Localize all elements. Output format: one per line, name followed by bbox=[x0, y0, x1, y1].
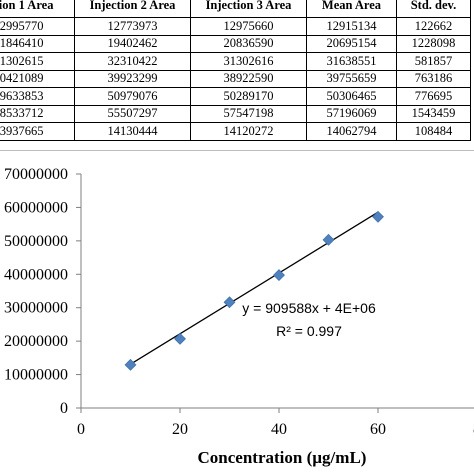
table-header-cell: Std. dev. bbox=[396, 0, 471, 18]
table-cell: 19402462 bbox=[74, 34, 191, 53]
y-tick-label: 60000000 bbox=[4, 199, 68, 216]
table-cell: 12915134 bbox=[306, 17, 397, 36]
x-tick-label: 20 bbox=[172, 421, 188, 438]
data-point-diamond bbox=[372, 210, 384, 223]
y-tick-label: 70000000 bbox=[4, 166, 68, 183]
r-squared-label: R² = 0.997 bbox=[276, 323, 342, 339]
table-cell: 13937665 bbox=[0, 122, 75, 141]
y-tick-label: 30000000 bbox=[4, 300, 68, 317]
table-cell: 49633853 bbox=[0, 87, 75, 106]
table-cell: 39923299 bbox=[74, 69, 191, 88]
trendline bbox=[130, 211, 379, 365]
x-tick-label: 60 bbox=[370, 421, 386, 438]
y-tick-label: 10000000 bbox=[4, 367, 68, 384]
x-axis-tick-labels: 02040608 bbox=[77, 421, 474, 438]
x-axis-title: Concentration (µg/mL) bbox=[198, 448, 367, 467]
x-tick-label: 40 bbox=[271, 421, 287, 438]
data-point-diamond bbox=[174, 332, 186, 345]
table-row: 40421089399232993892259039755659763186 bbox=[0, 69, 471, 88]
table-cell: 31302615 bbox=[0, 52, 75, 71]
table-cell: 20695154 bbox=[306, 34, 397, 53]
trendline-equation: y = 909588x + 4E+06 bbox=[242, 300, 376, 316]
table-row: 31302615323104223130261631638551581857 bbox=[0, 52, 471, 71]
table-header-cell: Injection 2 Area bbox=[74, 0, 191, 18]
table-header-cell: Mean Area bbox=[306, 0, 397, 18]
table-cell: 39755659 bbox=[306, 69, 397, 88]
table-row: 13937665141304441412027214062794108484 bbox=[0, 122, 471, 141]
y-tick-label: 40000000 bbox=[4, 266, 68, 283]
table-cell: 32310422 bbox=[74, 52, 191, 71]
x-tick-label: 0 bbox=[77, 421, 85, 438]
y-tick-label: 20000000 bbox=[4, 333, 68, 350]
table-cell: 12995770 bbox=[0, 17, 75, 36]
data-point-diamond bbox=[273, 269, 285, 282]
table-cell: 57547198 bbox=[190, 104, 307, 123]
y-tick-label: 0 bbox=[60, 400, 68, 417]
table-cell: 776695 bbox=[396, 87, 471, 106]
y-axis-tick-labels: 0 10000000 20000000 30000000 40000000 5000000… bbox=[4, 166, 68, 417]
table-cell: 1228098 bbox=[396, 34, 471, 53]
table-cell: 581857 bbox=[396, 52, 471, 71]
table-cell: 14130444 bbox=[74, 122, 191, 141]
table-cell: 40421089 bbox=[0, 69, 75, 88]
table-cell: 12773973 bbox=[74, 17, 191, 36]
table-cell: 108484 bbox=[396, 122, 471, 141]
x-axis-ticks bbox=[80, 408, 379, 413]
table-row: 12995770127739731297566012915134122662 bbox=[0, 17, 471, 36]
table-cell: 50289170 bbox=[190, 87, 307, 106]
section-divider bbox=[0, 150, 474, 151]
table-cell: 50979076 bbox=[74, 87, 191, 106]
table-cell: 31638551 bbox=[306, 52, 397, 71]
table-cell: 31302616 bbox=[190, 52, 307, 71]
data-points bbox=[124, 210, 384, 371]
table-cell: 57196069 bbox=[306, 104, 397, 123]
chart-svg: 0 10000000 20000000 30000000 40000000 5000000… bbox=[4, 166, 474, 467]
table-header-cell: ection 1 Area bbox=[0, 0, 75, 18]
table-cell: 1543459 bbox=[396, 104, 471, 123]
table-header-cell: Injection 3 Area bbox=[190, 0, 307, 18]
table-cell: 14120272 bbox=[190, 122, 307, 141]
table-row: 49633853509790765028917050306465776695 bbox=[0, 87, 471, 106]
y-axis-ticks bbox=[76, 173, 81, 409]
table-cell: 50306465 bbox=[306, 87, 397, 106]
table-cell: 12975660 bbox=[190, 17, 307, 36]
y-tick-label: 50000000 bbox=[4, 233, 68, 250]
calibration-chart: 0 10000000 20000000 30000000 40000000 5000000… bbox=[0, 160, 474, 474]
table-cell: 763186 bbox=[396, 69, 471, 88]
table-cell: 122662 bbox=[396, 17, 471, 36]
data-point-diamond bbox=[223, 296, 236, 309]
table-cell: 55507297 bbox=[74, 104, 191, 123]
data-point-diamond bbox=[322, 233, 335, 246]
table-cell: 14062794 bbox=[306, 122, 397, 141]
table-cell: 38922590 bbox=[190, 69, 307, 88]
data-point-diamond bbox=[124, 358, 137, 371]
table-cell: 20836590 bbox=[190, 34, 307, 53]
